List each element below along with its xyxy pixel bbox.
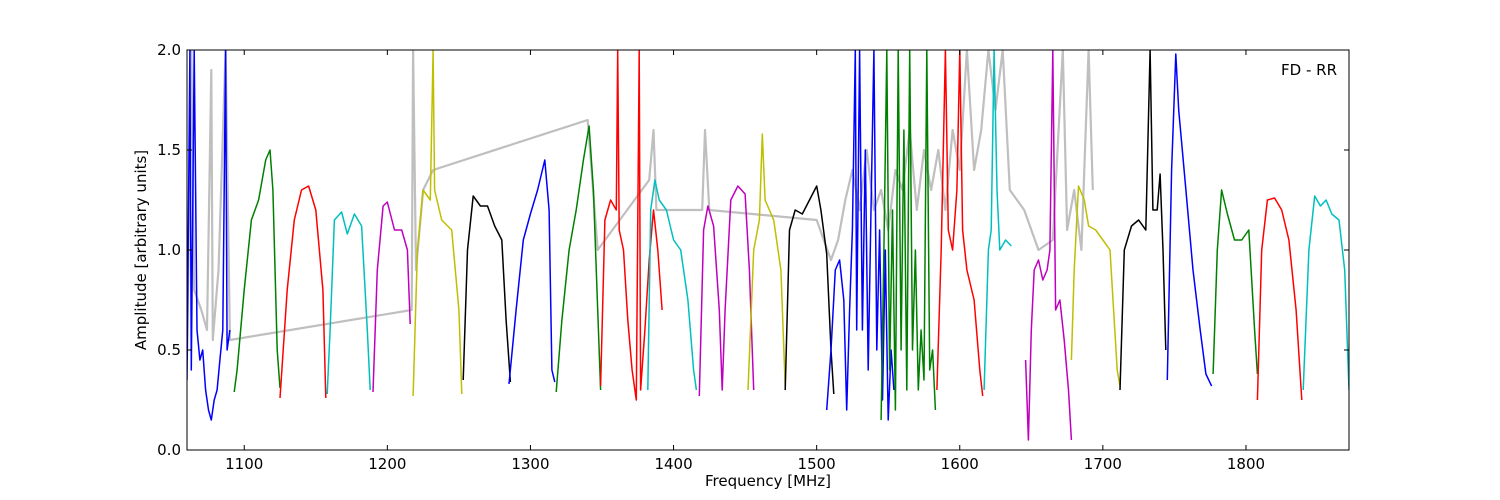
y-tick-label: 1.0 — [157, 241, 181, 259]
series-line-22 — [1166, 53, 1213, 387]
series-line-8 — [508, 159, 556, 385]
series-line-11 — [647, 179, 698, 391]
series-line-12 — [698, 185, 755, 397]
x-tick-label: 1600 — [941, 455, 979, 473]
x-tick-label: 1800 — [1227, 455, 1265, 473]
series-line-16 — [880, 50, 937, 421]
plot-frame — [186, 49, 1350, 451]
series-line-6 — [412, 50, 463, 397]
x-tick-label: 1500 — [798, 455, 836, 473]
x-axis: 1100 1200 1300 1400 1500 1600 1700 1800 — [225, 50, 1265, 473]
series-line-17 — [936, 50, 984, 397]
series-line-23 — [1212, 189, 1259, 375]
series-line-7 — [462, 195, 512, 383]
series-line-13 — [747, 133, 786, 391]
y-tick-label: 0.5 — [157, 341, 181, 359]
x-tick-label: 1300 — [511, 455, 549, 473]
series-line-15 — [825, 50, 895, 421]
background-series — [187, 50, 1094, 361]
x-tick-label: 1400 — [654, 455, 692, 473]
x-tick-label: 1100 — [225, 455, 263, 473]
background-trace — [187, 50, 1094, 361]
x-tick-label: 1700 — [1084, 455, 1122, 473]
series-line-14 — [784, 185, 835, 395]
series-line-10 — [599, 50, 663, 401]
y-axis: 0.0 0.5 1.0 1.5 2.0 — [157, 41, 1349, 459]
series-line-20 — [1070, 185, 1121, 387]
y-tick-label: 2.0 — [157, 41, 181, 59]
series-line-21 — [1119, 50, 1167, 391]
series-group — [187, 50, 1349, 441]
series-line-9 — [555, 125, 602, 393]
series-line-4 — [326, 211, 371, 395]
series-line-2 — [233, 149, 281, 393]
x-tick-label: 1200 — [368, 455, 406, 473]
series-line-25 — [1302, 195, 1349, 391]
panel-annotation: FD - RR — [1281, 61, 1337, 79]
series-line-24 — [1256, 197, 1303, 401]
series-line-1 — [187, 50, 231, 421]
x-axis-label: Frequency [MHz] — [705, 472, 831, 490]
y-axis-label: Amplitude [arbitrary units] — [132, 150, 150, 350]
series-line-19 — [1024, 50, 1073, 441]
series-line-3 — [279, 185, 327, 399]
series-line-18 — [983, 50, 1012, 391]
y-tick-label: 0.0 — [157, 441, 181, 459]
y-tick-label: 1.5 — [157, 141, 181, 159]
series-line-5 — [372, 201, 411, 393]
